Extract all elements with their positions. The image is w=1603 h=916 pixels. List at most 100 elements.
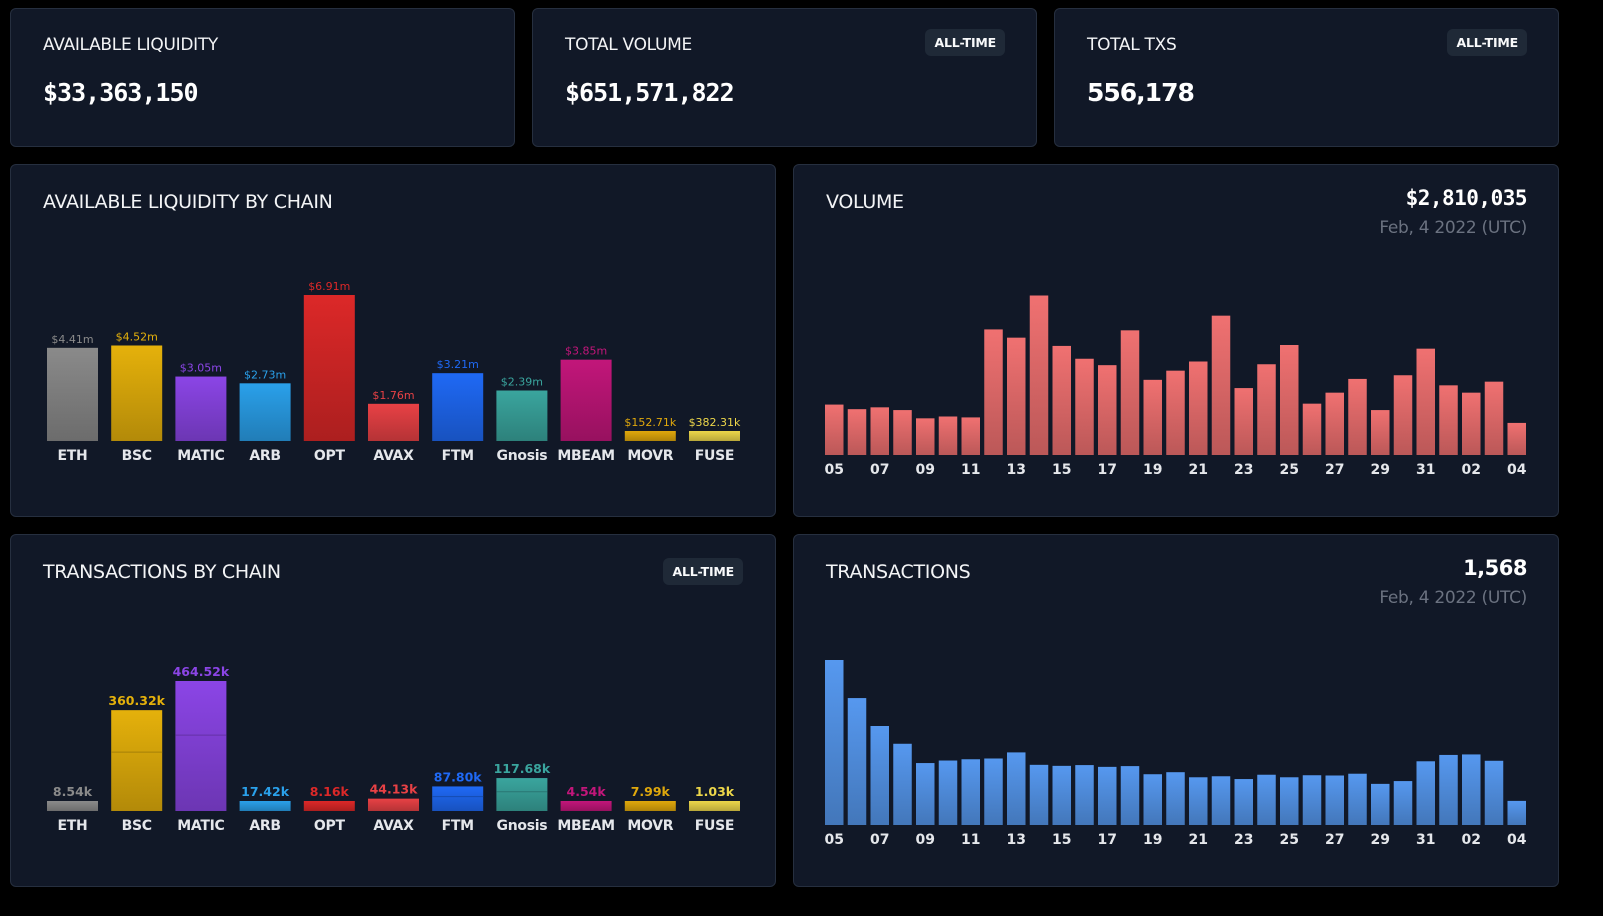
transactions-chart[interactable]: 05 07 09 11 13 15 17 19 21 23 25 27 29 31 02 04 [794,535,1560,888]
bar-07[interactable] [870,726,890,825]
bar-08[interactable] [893,743,912,825]
bar-28[interactable] [1348,378,1367,455]
bar-10[interactable] [938,416,958,456]
bar-21[interactable] [1189,361,1208,456]
bar-bsc[interactable] [111,710,163,811]
bar-ftm[interactable] [432,373,484,441]
bar-movr[interactable] [624,801,676,811]
bar-30[interactable] [1393,781,1413,825]
bar-arb[interactable] [239,801,291,811]
stat-txs-label: TOTAL TXS [1087,35,1177,55]
bar-fuse[interactable] [689,801,740,811]
bar-fuse[interactable] [689,431,740,441]
bar-19[interactable] [1143,774,1163,825]
bar-21[interactable] [1189,777,1208,825]
bar-20[interactable] [1166,772,1185,825]
bar-25[interactable] [1280,777,1299,825]
volume-chart[interactable]: 05 07 09 11 13 15 17 19 21 23 25 27 29 31 02 04 [794,165,1560,518]
bar-07[interactable] [870,407,890,455]
bar-02[interactable] [1462,392,1481,455]
txs-alltime-badge[interactable]: ALL-TIME [1447,29,1527,56]
bar-27[interactable] [1325,392,1345,455]
bar-ftm[interactable] [432,786,484,811]
bar-04[interactable] [1507,800,1527,825]
bar-mbeam[interactable] [560,359,612,441]
bar-15[interactable] [1052,765,1072,825]
bar-27[interactable] [1325,775,1345,826]
bar-29[interactable] [1371,783,1390,825]
bar-15[interactable] [1052,345,1072,455]
bar-29[interactable] [1371,410,1390,455]
bar-05[interactable] [825,660,844,825]
bar-14[interactable] [1029,764,1049,825]
bar-24[interactable] [1257,364,1276,455]
bar-bsc[interactable] [111,345,163,441]
bar-opt[interactable] [303,295,355,441]
bar-opt[interactable] [303,801,355,811]
bar-avax[interactable] [368,403,419,441]
bar-eth[interactable] [47,347,98,441]
bar-gnosis[interactable] [496,778,548,811]
bar-28[interactable] [1348,773,1367,825]
bar-11[interactable] [961,759,981,825]
bar-movr[interactable] [624,431,676,441]
bar-18[interactable] [1120,330,1140,455]
bar-gnosis[interactable] [496,390,548,441]
bar-17[interactable] [1098,766,1117,825]
bar-eth[interactable] [47,801,98,811]
bar-26[interactable] [1302,775,1322,825]
bar-19[interactable] [1143,379,1163,455]
bar-13[interactable] [1007,337,1026,455]
bar-24[interactable] [1257,774,1276,825]
liquidity-by-chain-chart: $4.41m ETH $4.52m BSC $3.05m MATIC $2.73m ARB $6… [47,280,741,464]
x-tick-label: 15 [1052,832,1071,848]
bar-matic[interactable] [175,376,227,441]
bar-22[interactable] [1211,776,1231,825]
bar-04[interactable] [1507,422,1527,455]
bar-22[interactable] [1211,315,1231,455]
bar-16[interactable] [1075,358,1094,455]
bar-11[interactable] [961,417,981,455]
bar-01[interactable] [1439,385,1458,455]
bar-12[interactable] [984,758,1003,825]
x-tick-label: 13 [1007,832,1026,848]
bar-23[interactable] [1234,388,1254,455]
bar-mbeam[interactable] [560,801,612,811]
bar-06[interactable] [847,409,867,455]
bar-12[interactable] [984,329,1003,455]
tx-by-chain-alltime-badge[interactable]: ALL-TIME [663,558,743,585]
stat-card-liquidity: AVAILABLE LIQUIDITY $33,363,150 [10,8,515,147]
bar-03[interactable] [1484,381,1504,455]
bar-30[interactable] [1393,375,1413,455]
bar-arb[interactable] [239,383,291,441]
bar-17[interactable] [1098,365,1117,455]
bar-value-label: $4.41m [51,333,93,346]
x-tick-label: 07 [870,462,889,478]
bar-26[interactable] [1302,403,1322,455]
bar-14[interactable] [1029,295,1049,456]
x-tick-label: 04 [1507,462,1527,478]
bar-01[interactable] [1439,754,1458,825]
bar-18[interactable] [1120,766,1140,825]
bar-31[interactable] [1416,348,1436,455]
volume-alltime-badge[interactable]: ALL-TIME [925,29,1005,56]
bar-value-label: $1.76m [372,389,414,402]
bar-02[interactable] [1462,754,1481,825]
bar-matic[interactable] [175,681,227,811]
x-tick-label: 11 [961,832,980,848]
bar-08[interactable] [893,410,912,455]
bar-05[interactable] [825,404,844,455]
bar-03[interactable] [1484,760,1504,825]
bar-value-label: $2.73m [244,368,286,381]
bar-06[interactable] [847,698,867,825]
bar-23[interactable] [1234,779,1254,825]
bar-16[interactable] [1075,765,1094,825]
bar-10[interactable] [938,760,958,825]
bar-31[interactable] [1416,761,1436,825]
bar-25[interactable] [1280,345,1299,455]
bar-09[interactable] [916,418,935,455]
bar-13[interactable] [1007,752,1026,825]
bar-avax[interactable] [368,798,419,811]
bar-09[interactable] [916,763,935,825]
bar-20[interactable] [1166,370,1185,455]
